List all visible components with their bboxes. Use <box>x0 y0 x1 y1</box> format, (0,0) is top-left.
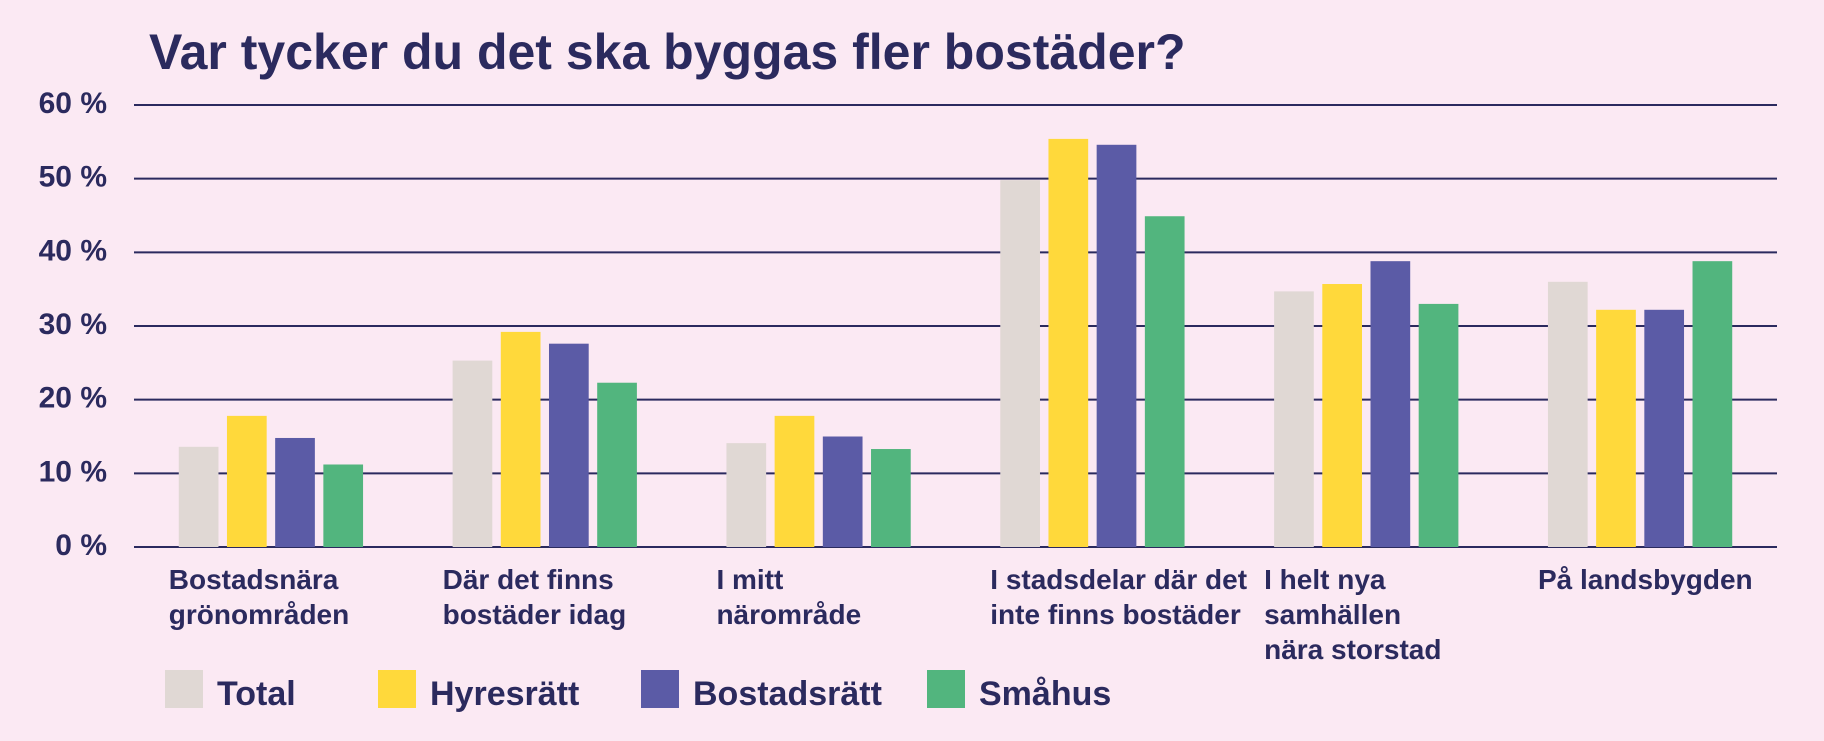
bar <box>1370 261 1411 547</box>
bar <box>226 415 267 547</box>
bar <box>1596 309 1636 547</box>
bar <box>1048 138 1089 548</box>
bar <box>548 343 589 547</box>
y-tick-label: 50 % <box>39 161 107 194</box>
bar <box>452 360 493 547</box>
y-tick-label: 40 % <box>39 234 107 267</box>
y-tick-label: 10 % <box>39 455 107 488</box>
legend-swatch <box>927 670 965 708</box>
x-tick-label: På landsbygden <box>1537 564 1753 595</box>
x-tick-label: Bostadsnära grönområden <box>168 564 350 630</box>
bar <box>1322 284 1363 547</box>
bar <box>871 449 911 547</box>
bar <box>1418 303 1459 547</box>
legend-swatch <box>641 670 679 708</box>
x-tick-label: Där det finns bostäder idag <box>442 564 627 630</box>
bar <box>1000 180 1040 547</box>
bar <box>726 443 767 547</box>
x-tick-label: I stadsdelar där det inte finns bostäder <box>990 564 1248 630</box>
bar <box>597 382 637 547</box>
x-tick-label: I helt nya samhällen nära storstad <box>1264 564 1442 665</box>
bar <box>1274 291 1314 547</box>
x-tick-label: I mitt närområde <box>716 564 862 630</box>
y-tick-label: 60 % <box>39 87 107 120</box>
legend-label: Bostadsrätt <box>693 675 882 713</box>
bar <box>500 331 541 547</box>
bar <box>1692 261 1733 547</box>
bar <box>323 464 364 547</box>
legend-label: Småhus <box>979 675 1112 713</box>
bar <box>1096 144 1137 547</box>
bar <box>1144 216 1185 547</box>
legend-label: Hyresrätt <box>430 675 580 713</box>
y-tick-label: 30 % <box>39 308 107 341</box>
bar <box>1644 309 1685 547</box>
legend-swatch <box>378 670 416 708</box>
y-tick-label: 20 % <box>39 382 107 415</box>
legend-swatch <box>165 670 203 708</box>
y-tick-label: 0 % <box>55 529 107 562</box>
bar <box>178 446 219 547</box>
legend-label: Total <box>217 675 296 713</box>
bar <box>1547 281 1588 547</box>
bar <box>774 415 815 547</box>
bar <box>822 436 863 547</box>
chart-title: Var tycker du det ska byggas fler bostäd… <box>149 24 1186 80</box>
bar <box>275 437 315 547</box>
